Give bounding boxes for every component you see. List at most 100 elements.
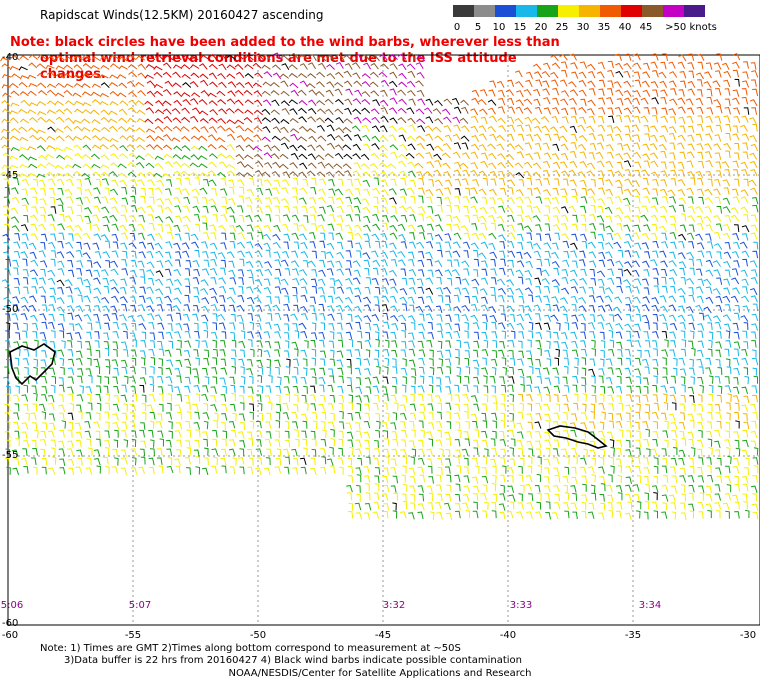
wind-barb — [579, 277, 588, 285]
wind-barb — [705, 286, 713, 294]
wind-barb — [587, 322, 596, 330]
wind-barb — [427, 422, 435, 430]
wind-barb — [120, 232, 129, 240]
wind-barb — [361, 81, 371, 88]
wind-barb — [11, 196, 20, 204]
wind-barb — [751, 269, 758, 277]
wind-barb — [490, 268, 497, 276]
wind-barb — [534, 142, 542, 151]
wind-barb — [154, 242, 163, 250]
wind-barb — [182, 224, 191, 232]
wind-barb — [543, 107, 552, 115]
wind-barb — [573, 402, 579, 411]
wind-barb — [1, 73, 12, 79]
wind-barb — [614, 170, 624, 178]
wind-barb — [518, 394, 524, 402]
wind-barb — [270, 90, 280, 96]
wind-barb — [131, 430, 137, 438]
wind-barb — [525, 483, 533, 492]
wind-barb — [505, 153, 515, 160]
wind-barb — [1, 100, 11, 106]
wind-barb — [464, 357, 470, 366]
wind-barb — [33, 392, 38, 402]
wind-barb — [319, 367, 326, 376]
wind-barb — [744, 457, 750, 466]
wind-barb — [103, 456, 109, 465]
wind-barb — [492, 402, 498, 411]
wind-barb — [111, 313, 118, 321]
wind-barb — [636, 501, 642, 510]
wind-barb — [12, 322, 19, 331]
wind-barb — [173, 64, 183, 70]
wind-barb — [77, 457, 83, 466]
wind-barb — [653, 367, 659, 376]
wind-barb — [183, 323, 190, 331]
wind-barb — [650, 160, 659, 168]
wind-barb — [586, 170, 595, 177]
wind-barb — [239, 322, 245, 331]
wind-barb — [380, 107, 389, 115]
wind-barb — [740, 189, 749, 197]
wind-barb — [261, 136, 271, 142]
wind-barb — [515, 287, 524, 295]
wind-barb — [57, 349, 65, 357]
wind-barb — [245, 260, 254, 268]
wind-barb — [714, 243, 723, 250]
wind-barb — [590, 231, 596, 240]
wind-barb — [560, 143, 569, 151]
wind-barb — [373, 501, 380, 510]
wind-barb — [40, 188, 46, 196]
wind-barb — [726, 366, 732, 375]
wind-barb — [626, 421, 632, 429]
wind-barb — [472, 421, 478, 429]
wind-barb — [246, 224, 254, 232]
wind-barb — [597, 241, 604, 250]
wind-barb — [624, 115, 632, 123]
wind-barb — [353, 116, 362, 124]
wind-barb — [580, 196, 588, 204]
wind-barb — [326, 124, 335, 132]
wind-barb — [391, 377, 398, 385]
wind-barb — [642, 71, 651, 79]
wind-barb — [426, 161, 435, 168]
wind-barb — [155, 296, 163, 304]
wind-barb — [356, 474, 362, 483]
wind-barb — [590, 411, 596, 420]
wind-barb — [609, 339, 615, 348]
wind-barb — [443, 116, 452, 123]
wind-barb — [146, 251, 154, 259]
wind-barb — [272, 126, 282, 133]
wind-barb — [416, 89, 425, 97]
wind-barb — [464, 296, 471, 304]
wind-barb — [180, 170, 190, 177]
wind-barb — [480, 222, 488, 231]
wind-barb — [2, 92, 12, 98]
wind-barb — [355, 321, 362, 330]
wind-barb — [416, 135, 426, 142]
credit-line: NOAA/NESDIS/Center for Satellite Applica… — [228, 668, 532, 679]
wind-barb — [553, 439, 560, 448]
wind-barb — [109, 101, 119, 106]
wind-barb — [607, 502, 613, 510]
wind-barb — [195, 429, 201, 438]
wind-barb — [75, 358, 83, 366]
wind-barb — [14, 430, 20, 439]
wind-barb — [463, 268, 470, 276]
wind-barb — [672, 438, 677, 447]
wind-barb — [212, 349, 218, 357]
wind-barb — [19, 91, 29, 97]
wind-barb — [535, 178, 543, 186]
lat-label: -45 — [2, 170, 19, 181]
wind-barb — [417, 340, 424, 349]
wind-barb — [230, 429, 237, 438]
wind-barb — [163, 125, 173, 132]
wind-barb — [670, 241, 677, 249]
wind-barb — [428, 179, 434, 187]
wind-barb — [109, 54, 120, 60]
wind-barb — [389, 88, 397, 96]
wind-barb — [697, 323, 705, 331]
wind-barb — [659, 305, 668, 313]
wind-barb — [383, 484, 390, 493]
wind-barb — [217, 313, 226, 321]
wind-barb — [349, 446, 354, 456]
